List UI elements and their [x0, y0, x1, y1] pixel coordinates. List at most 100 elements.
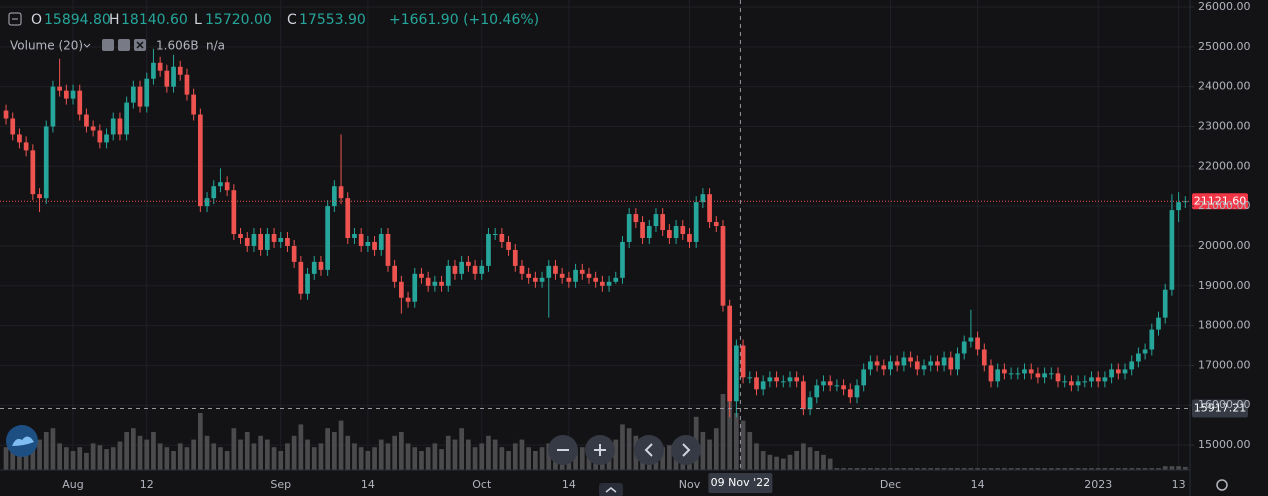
high-label: H [109, 12, 120, 28]
volume-bar [914, 468, 920, 470]
candle-body [667, 230, 672, 238]
volume-bar [23, 443, 29, 470]
candle-body [841, 385, 846, 390]
volume-bar [975, 468, 980, 470]
volume-na: n/a [206, 39, 225, 53]
candle-body [774, 377, 779, 382]
crosshair-price-tag [1192, 399, 1248, 418]
volume-bar [17, 451, 22, 470]
candle-body [439, 281, 444, 286]
volume-bar [1015, 468, 1021, 470]
volume-bar [191, 439, 196, 470]
crosshair-time-label: 09 Nov '22 [711, 476, 770, 489]
volume-bar [586, 451, 592, 470]
candle-body [553, 265, 558, 274]
volume-bar [988, 468, 994, 470]
volume-bar [1182, 466, 1188, 470]
volume-bar [1176, 466, 1181, 470]
candle-body [1122, 369, 1128, 374]
candle-body [740, 345, 746, 378]
volume-bar [30, 435, 36, 470]
volume-bar [700, 432, 706, 470]
candle-body [908, 357, 913, 362]
volume-bar [1115, 468, 1121, 470]
candle-body [1162, 289, 1168, 318]
volume-bar [948, 468, 954, 470]
candle-body [137, 86, 143, 107]
volume-bar [271, 447, 277, 470]
volume-bar [244, 432, 250, 470]
volume-bar [352, 443, 357, 470]
volume-eye-button[interactable] [102, 39, 114, 51]
plus-glyph [594, 444, 606, 456]
volume-bar [218, 447, 223, 470]
volume-bar [231, 428, 237, 470]
candle-body [673, 226, 679, 238]
volume-bar [1149, 468, 1155, 470]
candle-body [821, 381, 826, 386]
candle-body [30, 150, 36, 195]
volume-bar [908, 468, 913, 470]
crosshair-time-tag [708, 473, 773, 493]
candle-body [754, 377, 759, 390]
y-tick-label: 22000.00 [1198, 159, 1251, 172]
volume-bar [238, 439, 243, 470]
collapse-icon[interactable] [8, 12, 22, 26]
candle-body [445, 265, 451, 286]
volume-bar [378, 439, 384, 470]
volume-bar [425, 447, 431, 470]
volume-bar [492, 439, 498, 470]
candle-body [626, 214, 632, 242]
candle-body [539, 277, 545, 282]
candle-body [104, 134, 109, 143]
volume-bar [338, 420, 344, 470]
candle-body [646, 226, 652, 238]
volume-settings-button[interactable] [118, 39, 130, 51]
volume-bar [224, 451, 230, 470]
candle-body [164, 70, 170, 87]
volume-bar [995, 468, 1001, 470]
candle-body [70, 90, 76, 99]
volume-bar [144, 439, 150, 470]
candle-body [801, 381, 806, 410]
volume-bar [110, 447, 116, 470]
volume-bar [801, 443, 806, 470]
volume-bar [412, 447, 418, 470]
candle-body [680, 226, 686, 235]
volume-bar [97, 445, 103, 470]
candle-body [640, 222, 645, 238]
left-glyph [644, 443, 653, 457]
logo-glyph [12, 436, 34, 446]
candle-body [385, 234, 391, 266]
candle-body [894, 361, 900, 366]
volume-bar [626, 428, 632, 470]
volume-bar [1035, 468, 1041, 470]
candle-body [1095, 377, 1101, 382]
volume-bar [754, 443, 759, 470]
x-tick-label: Sep [270, 478, 291, 491]
volume-bar [579, 447, 585, 470]
scroll-right-button[interactable] [671, 435, 701, 465]
scroll-left-button[interactable] [634, 435, 664, 465]
candle-body [747, 377, 753, 379]
candle-body [218, 182, 223, 187]
volume-dropdown[interactable] [83, 43, 91, 48]
candle-body [191, 94, 196, 115]
candle-body [1109, 369, 1114, 378]
candle-body [807, 397, 813, 410]
volume-bar [84, 452, 89, 470]
volume-bar [1136, 468, 1141, 470]
x-tick-label: Nov [679, 478, 701, 491]
candle-body [1055, 373, 1061, 382]
volume-bar [164, 447, 170, 470]
settings-button[interactable] [1216, 479, 1228, 491]
volume-bar [77, 447, 83, 470]
candle-body [97, 130, 103, 143]
volume-bar [318, 443, 324, 470]
y-tick-label: 19000.00 [1198, 279, 1251, 292]
candle-body [50, 86, 56, 127]
volume-bar [935, 468, 940, 470]
candle-body [1015, 373, 1021, 375]
expand-button[interactable] [599, 483, 623, 496]
candle-body [352, 234, 357, 238]
